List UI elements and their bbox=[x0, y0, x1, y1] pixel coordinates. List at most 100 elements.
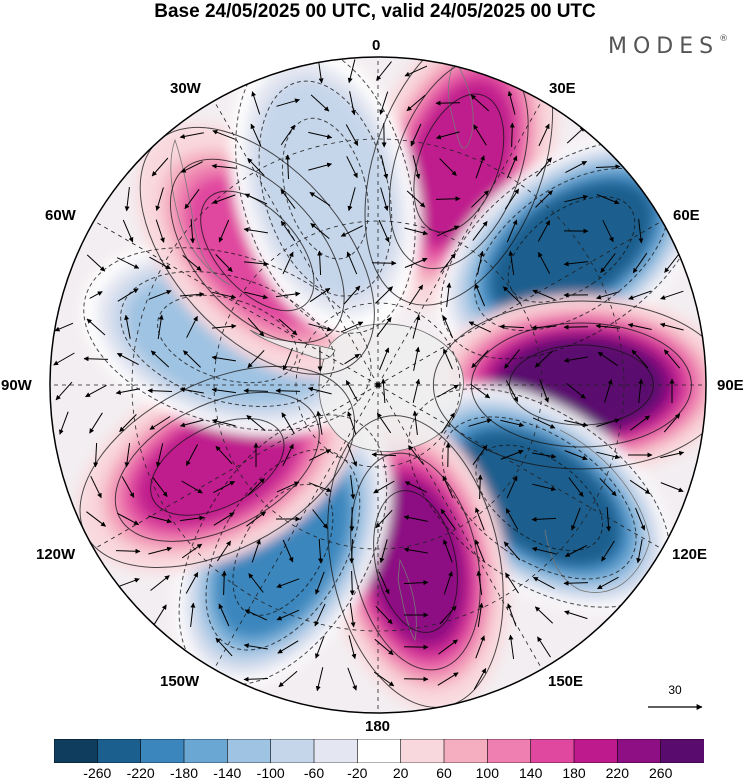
wind-vector bbox=[55, 381, 73, 401]
wind-vector bbox=[344, 353, 360, 365]
wind-vector bbox=[503, 541, 521, 561]
wind-vector bbox=[349, 570, 355, 596]
wind-vector bbox=[119, 414, 137, 432]
wind-vector bbox=[275, 388, 301, 394]
contour-nnw-negative bbox=[235, 57, 416, 334]
contour-north-positive bbox=[364, 57, 554, 306]
wind-vector bbox=[150, 350, 170, 368]
wind-vector bbox=[243, 643, 268, 650]
wind-vector bbox=[308, 162, 333, 171]
wind-vector bbox=[124, 314, 131, 339]
wind-vector bbox=[505, 572, 519, 594]
wind-vector bbox=[89, 412, 103, 434]
wind-vector bbox=[117, 288, 139, 302]
wind-vector bbox=[602, 219, 614, 243]
wind-vector bbox=[343, 285, 361, 305]
wind-vector bbox=[506, 219, 518, 243]
wind-vector bbox=[499, 324, 525, 330]
wind-vector bbox=[310, 223, 330, 239]
wind-vector bbox=[412, 155, 421, 180]
wind-vector bbox=[218, 603, 230, 627]
wind-vector bbox=[538, 123, 550, 147]
wind-vector bbox=[443, 348, 453, 370]
wind-vector bbox=[403, 515, 428, 522]
wind-vector bbox=[247, 158, 265, 176]
wind-vector bbox=[276, 578, 300, 588]
wind-vector bbox=[532, 289, 556, 301]
wind-vector bbox=[243, 676, 269, 682]
wind-vector bbox=[412, 378, 421, 403]
wind-vector bbox=[627, 322, 652, 330]
meridian-210 bbox=[213, 384, 379, 670]
wind-vector bbox=[600, 253, 616, 273]
wind-vector bbox=[379, 539, 388, 564]
contour-south-positive bbox=[350, 452, 481, 671]
wind-vector bbox=[247, 478, 265, 496]
wind-vector bbox=[509, 122, 515, 148]
wind-vector bbox=[276, 609, 300, 621]
colorbar-tick-label: -100 bbox=[256, 765, 285, 781]
wind-vector bbox=[564, 610, 588, 620]
wind-vector bbox=[244, 193, 268, 205]
anomaly-ne-negative-level bbox=[498, 188, 645, 311]
wind-vector bbox=[243, 227, 268, 234]
wind-vector bbox=[439, 158, 457, 176]
wind-vector bbox=[436, 225, 460, 237]
wind-vector bbox=[215, 637, 233, 657]
wind-vector bbox=[373, 480, 395, 494]
wind-vector bbox=[508, 634, 515, 659]
wind-vector bbox=[218, 219, 230, 243]
lon-label-180: 180 bbox=[365, 718, 391, 735]
wind-vector bbox=[631, 349, 649, 369]
colorbar-swatch bbox=[443, 739, 489, 763]
wind-vector bbox=[477, 250, 485, 275]
lon-label-0: 0 bbox=[372, 37, 381, 54]
wind-vector bbox=[278, 318, 298, 336]
wind-vector bbox=[251, 539, 261, 563]
contour-west-positive bbox=[150, 418, 285, 516]
wind-vector bbox=[597, 351, 619, 367]
colorbar-tick-label: -220 bbox=[126, 765, 155, 781]
wind-vector bbox=[211, 387, 236, 394]
contour-east-positive bbox=[432, 300, 706, 470]
reference-vector-label: 30 bbox=[668, 683, 682, 697]
wind-vector bbox=[347, 443, 358, 467]
wind-vector bbox=[604, 379, 613, 403]
wind-vector bbox=[374, 638, 394, 656]
wind-vector bbox=[317, 250, 323, 276]
wind-vector bbox=[475, 155, 485, 179]
wind-vector bbox=[531, 325, 557, 331]
wind-vector bbox=[345, 124, 359, 146]
wind-vector bbox=[506, 155, 518, 179]
wind-vector bbox=[410, 123, 422, 147]
wind-vector bbox=[660, 482, 684, 493]
wind-vector bbox=[471, 190, 489, 208]
wind-vector bbox=[412, 410, 418, 435]
wind-vector bbox=[247, 349, 265, 369]
colorbar-tick-label: 220 bbox=[605, 765, 629, 781]
wind-vector bbox=[380, 155, 389, 180]
colorbar-swatch bbox=[140, 739, 185, 763]
wind-vector bbox=[500, 449, 524, 460]
colorbar-swatch bbox=[487, 739, 532, 763]
wind-vector bbox=[148, 546, 173, 555]
wind-vector bbox=[380, 187, 389, 211]
wind-vector bbox=[213, 512, 235, 526]
wind-vector bbox=[124, 443, 131, 468]
wind-vector bbox=[507, 603, 517, 627]
wind-vector bbox=[566, 126, 586, 144]
colorbar-swatch bbox=[660, 739, 704, 763]
australia-coast bbox=[544, 429, 651, 593]
wind-vector bbox=[280, 220, 296, 242]
lon-label-60w: 60W bbox=[45, 207, 76, 224]
wind-vector bbox=[247, 317, 265, 337]
wind-vector bbox=[116, 578, 140, 588]
wind-vector bbox=[124, 187, 130, 212]
wind-vector bbox=[502, 286, 522, 304]
wind-vector bbox=[638, 378, 644, 403]
wind-vector bbox=[86, 318, 106, 336]
wind-vector bbox=[347, 59, 356, 84]
wind-vector bbox=[505, 508, 519, 530]
wind-vector bbox=[212, 129, 236, 140]
wind-vector bbox=[539, 379, 549, 403]
